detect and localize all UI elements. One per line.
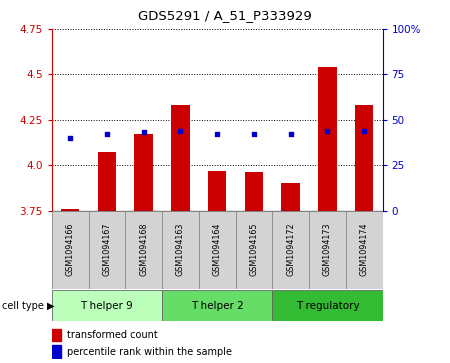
Text: percentile rank within the sample: percentile rank within the sample bbox=[67, 347, 232, 356]
Bar bbox=[162, 211, 199, 289]
Bar bbox=[162, 290, 272, 321]
Point bbox=[140, 130, 147, 135]
Text: T helper 2: T helper 2 bbox=[191, 301, 243, 311]
Text: GSM1094174: GSM1094174 bbox=[360, 223, 369, 276]
Bar bbox=[135, 134, 153, 211]
Text: GSM1094166: GSM1094166 bbox=[66, 223, 75, 276]
Point bbox=[287, 131, 294, 137]
Bar bbox=[52, 345, 61, 358]
Bar bbox=[98, 152, 116, 211]
Bar bbox=[208, 171, 226, 211]
Text: T helper 9: T helper 9 bbox=[81, 301, 133, 311]
Point bbox=[213, 131, 220, 137]
Point bbox=[324, 128, 331, 134]
Text: GSM1094172: GSM1094172 bbox=[286, 223, 295, 276]
Text: GSM1094173: GSM1094173 bbox=[323, 223, 332, 276]
Bar bbox=[199, 211, 235, 289]
Bar bbox=[171, 105, 189, 211]
Point bbox=[360, 128, 368, 134]
Bar bbox=[89, 211, 125, 289]
Bar bbox=[272, 290, 382, 321]
Point bbox=[103, 131, 111, 137]
Bar bbox=[125, 211, 162, 289]
Point bbox=[250, 131, 257, 137]
Bar bbox=[318, 67, 337, 211]
Text: T regulatory: T regulatory bbox=[296, 301, 359, 311]
Bar bbox=[272, 211, 309, 289]
Bar bbox=[355, 105, 374, 211]
Bar bbox=[281, 183, 300, 211]
Text: GSM1094165: GSM1094165 bbox=[249, 223, 258, 276]
Point bbox=[177, 128, 184, 134]
Point bbox=[67, 135, 74, 141]
Bar bbox=[52, 290, 162, 321]
Text: transformed count: transformed count bbox=[67, 330, 158, 340]
Text: GDS5291 / A_51_P333929: GDS5291 / A_51_P333929 bbox=[138, 9, 312, 22]
Bar bbox=[52, 211, 89, 289]
Bar bbox=[61, 209, 79, 211]
Text: GSM1094168: GSM1094168 bbox=[139, 223, 148, 276]
Bar bbox=[309, 211, 346, 289]
Bar bbox=[52, 329, 61, 341]
Text: cell type ▶: cell type ▶ bbox=[2, 301, 55, 311]
Bar bbox=[235, 211, 272, 289]
Text: GSM1094163: GSM1094163 bbox=[176, 223, 185, 276]
Bar bbox=[245, 172, 263, 211]
Text: GSM1094164: GSM1094164 bbox=[212, 223, 221, 276]
Text: GSM1094167: GSM1094167 bbox=[103, 223, 112, 276]
Bar bbox=[346, 211, 382, 289]
